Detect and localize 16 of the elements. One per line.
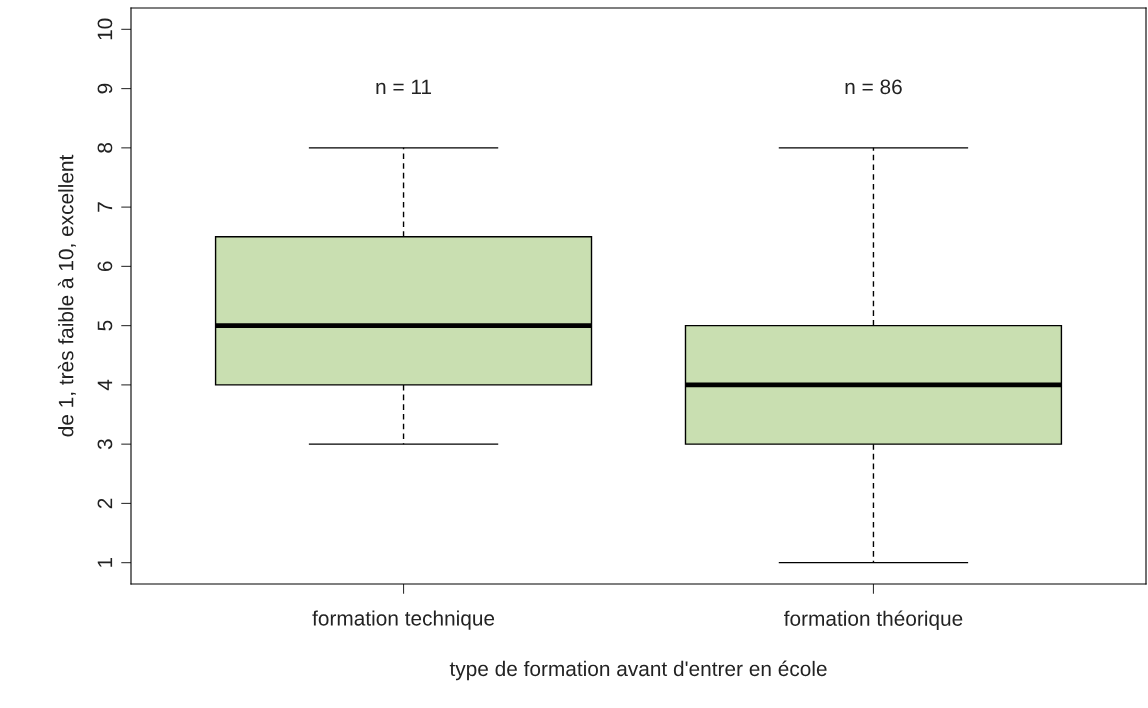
y-axis-title: de 1, très faible à 10, excellent (57, 154, 76, 437)
y-tick-label: 6 (97, 261, 113, 272)
y-tick-label: 7 (97, 202, 113, 212)
y-tick-label: 9 (97, 83, 113, 94)
annotation: n = 11 (376, 79, 432, 95)
y-tick-label: 8 (97, 142, 113, 153)
x-tick-label: formation théorique (784, 610, 963, 631)
y-tick-label: 2 (97, 498, 113, 509)
annotation: n = 86 (845, 79, 902, 95)
y-tick-label: 1 (97, 557, 113, 567)
y-tick-label: 3 (97, 439, 113, 450)
y-tick-label: 4 (97, 379, 113, 391)
x-axis-title: type de formation avant d'entrer en école (449, 660, 827, 681)
y-tick-label: 10 (97, 18, 113, 40)
y-tick-label: 5 (97, 320, 113, 331)
x-tick-label: formation technique (312, 610, 495, 630)
